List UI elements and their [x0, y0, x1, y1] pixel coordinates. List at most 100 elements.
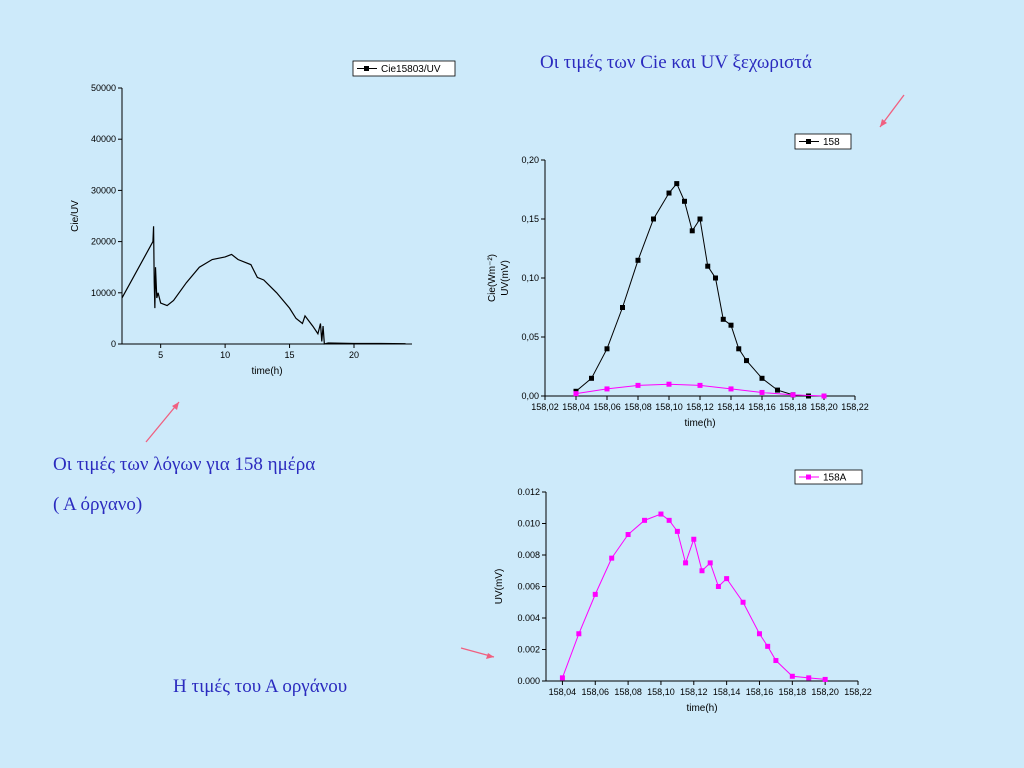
data-point: [682, 198, 687, 204]
y-axis-label: UV(mV): [494, 569, 505, 605]
data-point: [592, 591, 598, 597]
x-tick-label: 158,10: [647, 687, 675, 697]
y-tick-label: 0.012: [517, 487, 540, 497]
x-tick-label: 158,08: [624, 402, 652, 412]
caption-bottom: Η τιμές του Α οργάνου: [173, 676, 348, 697]
legend-box: [352, 60, 456, 77]
legend-marker: [806, 474, 811, 480]
data-point: [589, 375, 594, 381]
x-axis-label: time(h): [251, 366, 282, 377]
data-point: [736, 346, 742, 352]
x-tick-label: 5: [158, 350, 163, 360]
x-tick-label: 158,04: [562, 402, 590, 412]
y-tick-label: 0,15: [521, 214, 539, 224]
x-tick-label: 158,20: [811, 687, 839, 697]
data-point: [674, 528, 680, 534]
chart-uv_only: 0.000 0.002 0.004 0.006 0.008 0.010 0.012 158,0…: [494, 469, 872, 714]
data-point: [697, 216, 703, 222]
y-tick-label: 0,10: [521, 273, 539, 283]
x-tick-label: 158,08: [614, 687, 642, 697]
data-point: [765, 643, 771, 649]
y-tick-label: 0.000: [517, 676, 540, 686]
x-tick-label: 158,18: [779, 402, 807, 412]
y-tick-label: 50000: [91, 83, 116, 93]
data-point: [658, 511, 664, 517]
data-point: [724, 576, 730, 582]
y-axis-label: Cie(Wm⁻²): [487, 254, 498, 302]
y-axis-label: UV(mV): [500, 260, 511, 296]
series-line: [121, 226, 406, 345]
x-tick-label: 158,06: [593, 402, 621, 412]
y-tick-label: 0,05: [521, 332, 539, 342]
data-point: [651, 216, 656, 222]
x-tick-label: 158,14: [713, 687, 741, 697]
data-point: [674, 181, 680, 187]
x-tick-label: 158,16: [746, 687, 774, 697]
data-point: [740, 599, 746, 605]
y-tick-label: 0,00: [521, 391, 539, 401]
y-axis-label: Cie/UV: [70, 200, 81, 232]
legend-label: 158: [823, 137, 840, 148]
data-point: [713, 275, 718, 281]
data-point: [559, 675, 565, 681]
x-tick-label: 158,06: [581, 687, 609, 697]
x-tick-label: 158,12: [680, 687, 708, 697]
data-point: [790, 392, 796, 398]
x-tick-label: 158,04: [549, 687, 577, 697]
data-point: [773, 658, 779, 664]
arrow-left-head: [172, 402, 179, 410]
x-tick-label: 158,14: [717, 402, 745, 412]
data-point: [822, 676, 828, 682]
caption-top-right: Οι τιμές των Cie και UV ξεχωριστά: [540, 52, 812, 73]
caption-left-1: Οι τιμές των λόγων για 158 ημέρα: [53, 454, 316, 475]
data-point: [775, 387, 780, 393]
data-point: [806, 393, 811, 399]
data-point: [604, 346, 610, 352]
data-point: [625, 532, 631, 538]
series-line: [561, 513, 826, 680]
chart-ratio: 0 10000 20000 30000 40000 50000 5 10 15 20 time(h)…: [70, 60, 456, 377]
data-point: [604, 386, 610, 392]
data-point: [744, 358, 749, 364]
series-line: [575, 182, 824, 397]
data-point: [707, 560, 713, 566]
y-tick-label: 20000: [91, 237, 116, 247]
data-point: [642, 517, 648, 523]
data-point: [666, 190, 672, 196]
x-tick-label: 20: [349, 350, 359, 360]
data-point: [666, 381, 672, 387]
data-point: [759, 389, 765, 395]
y-tick-label: 40000: [91, 134, 116, 144]
data-point: [635, 257, 641, 263]
y-tick-label: 0,20: [521, 155, 539, 165]
x-tick-label: 158,10: [655, 402, 683, 412]
legend-label: Cie15803/UV: [381, 64, 441, 75]
data-point: [683, 560, 689, 566]
data-point: [728, 386, 734, 392]
x-tick-label: 158,22: [841, 402, 869, 412]
legend-marker: [806, 139, 811, 144]
data-point: [806, 675, 812, 681]
x-axis-label: time(h): [684, 418, 715, 429]
data-point: [699, 568, 705, 574]
x-tick-label: 15: [285, 350, 295, 360]
data-point: [697, 382, 703, 388]
data-point: [691, 536, 697, 542]
x-tick-label: 158,12: [686, 402, 714, 412]
y-tick-label: 0.006: [517, 582, 540, 592]
x-tick-label: 158,22: [844, 687, 872, 697]
legend-label: 158A: [823, 473, 847, 484]
y-tick-label: 0.002: [517, 645, 540, 655]
data-point: [720, 316, 726, 322]
y-tick-label: 0: [111, 339, 116, 349]
arrow-left: [145, 401, 180, 443]
data-point: [821, 393, 827, 399]
data-point: [728, 322, 734, 328]
legend-box: [794, 133, 852, 150]
data-point: [620, 305, 625, 310]
data-point: [705, 263, 711, 269]
y-tick-label: 30000: [91, 185, 116, 195]
data-point: [689, 228, 695, 234]
